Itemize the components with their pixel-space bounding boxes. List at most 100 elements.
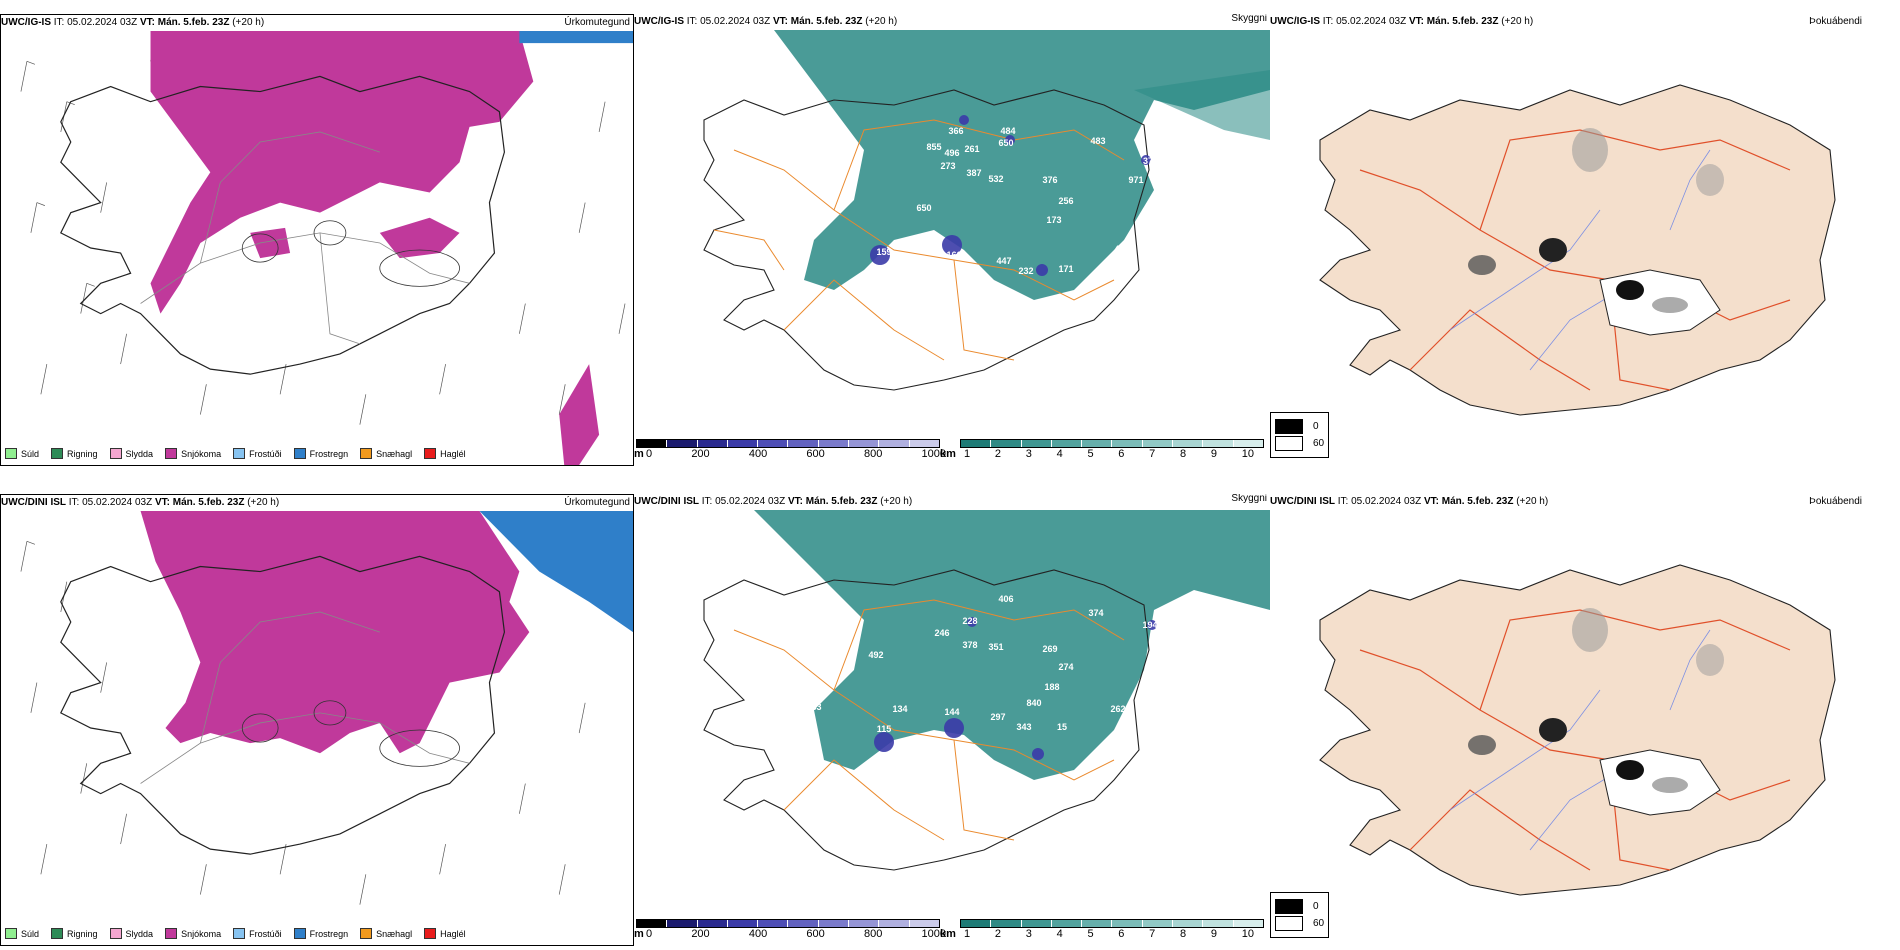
colorbar-segment — [1082, 440, 1113, 447]
ceiling-label: 650 — [998, 138, 1013, 148]
colorbar-segment — [1203, 920, 1234, 927]
tick-label: 3 — [1025, 928, 1032, 940]
colorbar-segment — [879, 440, 910, 447]
panel-title: Úrkomutegund — [564, 497, 630, 508]
visibility-ticks: 1 2 3 4 5 6 7 8 9 10 — [964, 928, 1254, 940]
tick-label: 9 — [1210, 928, 1217, 940]
tick-label: 6 — [1118, 928, 1125, 940]
ceiling-label: 840 — [1026, 698, 1041, 708]
tick-label: 1000 — [921, 928, 946, 940]
ceiling-unit: m — [634, 448, 644, 460]
panel-header: UWC/IG-IS IT: 05.02.2024 03Z VT: Mán. 5.… — [1, 15, 633, 31]
fog-legend-row: 0 — [1275, 419, 1324, 434]
it-label: IT: — [686, 16, 698, 27]
ceiling-label: 408 — [1114, 244, 1129, 254]
swatch-snow-grains — [360, 448, 373, 459]
ceiling-label: 188 — [1044, 682, 1059, 692]
ceiling-label: 650 — [916, 203, 931, 213]
ceiling-label: 274 — [1058, 662, 1073, 672]
colorbar-segment — [1021, 440, 1052, 447]
ceiling-label: 166 — [946, 250, 961, 260]
iceland-outline — [60, 555, 506, 855]
ceiling-label: 363 — [806, 702, 821, 712]
tick-label: 600 — [806, 928, 825, 940]
visibility-ticks: 1 2 3 4 5 6 7 8 9 10 — [964, 448, 1254, 460]
snow-area — [140, 511, 530, 754]
swatch-frz-drizzle — [233, 928, 246, 939]
snow-area — [150, 31, 534, 314]
vt-value: Mán. 5.feb. 23Z — [1426, 16, 1499, 27]
tick-label: 1 — [964, 448, 971, 460]
tick-label: 200 — [691, 448, 710, 460]
legend-label: Haglél — [440, 928, 466, 939]
ceiling-label: 261 — [964, 144, 979, 154]
colorbar-segment — [1051, 920, 1083, 927]
colorbar-segment — [1051, 440, 1083, 447]
ceiling-label: 274 — [1116, 724, 1131, 734]
roads — [713, 119, 1125, 361]
fog-legend: 0 60 — [1270, 892, 1330, 938]
low-vis-area — [774, 30, 1270, 300]
colorbar-segment — [788, 440, 819, 447]
tick-label: 2 — [994, 448, 1001, 460]
fog-legend-label: 0 — [1313, 901, 1319, 912]
panel-header: UWC/DINI ISL IT: 05.02.2024 03Z VT: Mán.… — [634, 494, 1270, 510]
fog-swatch-white — [1275, 436, 1303, 451]
it-label: IT: — [68, 497, 80, 508]
colorbar-segment — [849, 440, 880, 447]
ceiling-colorbar — [636, 919, 940, 928]
visibility-panel-2: UWC/DINI ISL IT: 05.02.2024 03Z VT: Mán.… — [634, 494, 1270, 946]
fog-legend-row: 60 — [1275, 436, 1324, 451]
colorbar-segment — [637, 440, 668, 447]
model-name: UWC/IG-IS — [1270, 16, 1320, 27]
lead-time: (+20 h) — [1516, 496, 1549, 507]
colorbar-segment — [697, 440, 728, 447]
it-label: IT: — [701, 496, 713, 507]
ceiling-label: 173 — [1046, 215, 1061, 225]
tick-label: 10 — [1241, 928, 1254, 940]
vt-value: Mán. 5.feb. 23Z — [805, 496, 878, 507]
tick-label: 5 — [1087, 928, 1094, 940]
vt-label: VT: — [772, 16, 788, 27]
frzrain-area — [479, 511, 633, 633]
tick-label: 6 — [1118, 448, 1125, 460]
tick-label: 2 — [994, 928, 1001, 940]
visibility-map-svg: 406 374 228 194 246 378 351 492 269 274 … — [703, 510, 1270, 871]
panel-header: UWC/DINI ISL IT: 05.02.2024 03Z VT: Mán.… — [1, 495, 633, 511]
legend-label: Snjókoma — [181, 928, 222, 939]
tick-label: 800 — [863, 448, 883, 460]
model-name: UWC/DINI ISL — [1, 497, 66, 508]
ceiling-label: 171 — [1058, 264, 1073, 274]
visibility-map: 406 374 228 194 246 378 351 492 269 274 … — [634, 510, 1270, 910]
precip-legend: Súld Rigning Slydda Snjókoma Frostúði Fr… — [5, 448, 466, 459]
low-vis-area-2 — [1134, 70, 1270, 140]
tick-label: 3 — [1025, 448, 1032, 460]
model-name: UWC/DINI ISL — [1270, 496, 1335, 507]
tick-label: 7 — [1149, 448, 1156, 460]
legend-item: Snæhagl — [360, 928, 412, 939]
precip-panel-1: UWC/IG-IS IT: 05.02.2024 03Z VT: Mán. 5.… — [0, 14, 634, 466]
colorbar-segment — [758, 440, 789, 447]
colorbar-segment — [849, 920, 880, 927]
ceiling-label: 273 — [940, 161, 955, 171]
swatch-sleet — [109, 448, 122, 459]
tick-label: 400 — [748, 448, 768, 460]
vt-label: VT: — [139, 17, 155, 28]
visibility-panel-1: UWC/IG-IS IT: 05.02.2024 03Z VT: Mán. 5.… — [634, 14, 1270, 466]
iceland-outline — [60, 75, 506, 375]
fog-legend-label: 0 — [1313, 421, 1319, 432]
fog-swatch-white — [1275, 916, 1303, 931]
ceiling-label: 269 — [1042, 644, 1057, 654]
colorbar-segment — [1203, 440, 1234, 447]
colorbar-segment — [1021, 920, 1052, 927]
roads — [140, 131, 470, 345]
ceiling-label: 15 — [1057, 722, 1067, 732]
visibility-colorbar — [960, 919, 1264, 928]
colorbar-segment — [961, 920, 992, 927]
fog-panel-1: UWC/IG-IS IT: 05.02.2024 03Z VT: Mán. 5.… — [1270, 14, 1900, 466]
colorbar-segment — [1233, 440, 1263, 447]
ceiling-label: 256 — [1058, 196, 1073, 206]
tick-label: 200 — [691, 928, 710, 940]
low-ceiling-spots — [870, 115, 1151, 276]
ceiling-label: 37 — [1143, 156, 1153, 166]
